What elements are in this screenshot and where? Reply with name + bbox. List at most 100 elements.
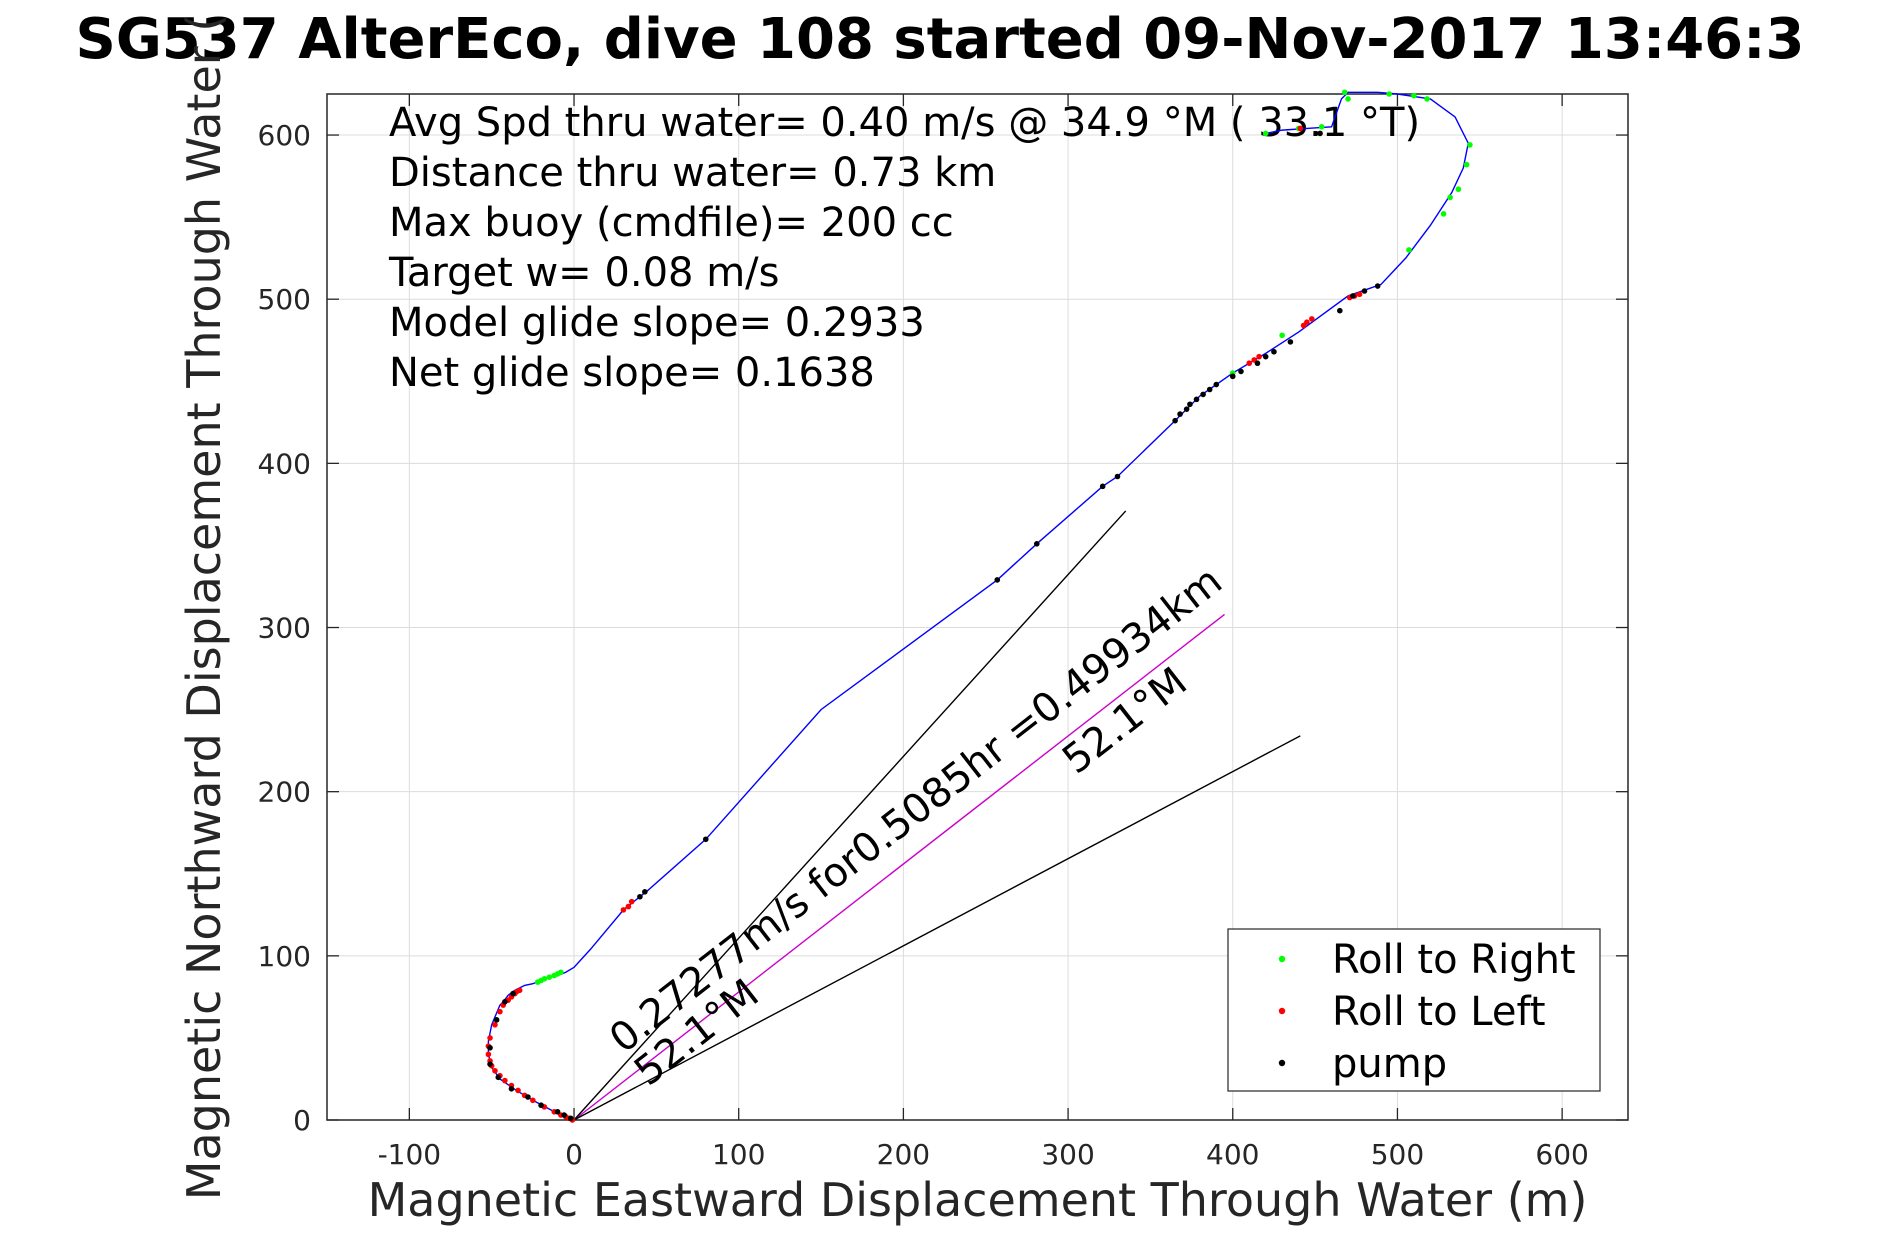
pump-point — [1193, 396, 1200, 403]
x-tick-label: 500 — [1371, 1138, 1424, 1171]
roll-to-right-point — [1455, 186, 1462, 193]
roll-to-right-point — [1440, 211, 1447, 217]
x-tick-label: 100 — [712, 1138, 765, 1171]
y-tick-label: 400 — [258, 447, 311, 480]
pump-point — [538, 1102, 544, 1109]
x-tick-label: 400 — [1206, 1138, 1259, 1171]
pump-point — [1238, 368, 1244, 375]
legend-marker — [1278, 955, 1286, 963]
roll-to-right-point — [1318, 124, 1325, 130]
legend-label: Roll to Left — [1332, 989, 1546, 1035]
roll-to-left-point — [1309, 316, 1315, 322]
roll-to-left-point — [487, 1035, 493, 1041]
pump-point — [510, 990, 516, 997]
roll-to-left-point — [516, 987, 523, 994]
roll-to-right-point — [1411, 92, 1417, 99]
pump-point — [1187, 401, 1193, 408]
annotation-line: Distance thru water= 0.73 km — [389, 150, 996, 196]
x-tick-label: -100 — [378, 1138, 442, 1171]
pump-point — [1350, 293, 1356, 299]
pump-point — [1099, 483, 1106, 490]
roll-to-left-point — [497, 1008, 503, 1015]
pump-point — [1229, 373, 1236, 380]
roll-to-right-point — [551, 972, 558, 979]
axis-ticks: -100 0 100 200 300 400 500 600 0 100 200 300 400 500 6… — [258, 94, 1628, 1171]
roll-to-right-point — [1262, 130, 1269, 137]
pump-point — [1206, 386, 1213, 393]
pump-point — [1254, 360, 1261, 367]
roll-to-left-point — [1246, 360, 1253, 367]
roll-to-right-point — [1424, 96, 1430, 102]
heading-line-1-line — [573, 510, 1127, 1121]
legend-label: Roll to Right — [1332, 937, 1576, 983]
pump-point — [487, 1061, 493, 1067]
y-axis-label: Magnetic Northward Displacement Through … — [177, 14, 231, 1200]
pump-point — [1337, 307, 1343, 314]
vector-labels: 0.27277m/s for0.5085hr =0.49934km52.1°M5… — [601, 558, 1230, 1095]
annotation-line: Model glide slope= 0.2933 — [389, 300, 925, 346]
pump-point — [554, 1108, 561, 1115]
roll-to-right-point — [1467, 142, 1473, 148]
grid — [327, 94, 1628, 1121]
pump-point — [1287, 339, 1294, 345]
roll-to-left-point — [492, 1067, 498, 1074]
annotation-line: Max buoy (cmdfile)= 200 cc — [389, 200, 954, 246]
x-axis-label: Magnetic Eastward Displacement Through W… — [368, 1173, 1588, 1227]
roll-to-right-point — [1447, 194, 1453, 201]
vector-label: 0.27277m/s for0.5085hr =0.49934km — [601, 558, 1230, 1062]
annotation-line: Net glide slope= 0.1638 — [389, 350, 875, 396]
pump-point — [1317, 130, 1323, 137]
legend-label: pump — [1332, 1041, 1447, 1087]
legend: Roll to Right Roll to Left pump — [1227, 928, 1601, 1092]
pump-point — [1271, 348, 1277, 355]
pump-point — [642, 889, 648, 895]
pump-point — [1033, 540, 1040, 547]
roll-to-left-point — [530, 1097, 536, 1104]
data-series — [485, 89, 1473, 1123]
annotation-line: Target w= 0.08 m/s — [388, 250, 779, 296]
roll-to-left-point — [492, 1021, 498, 1028]
roll-to-left-point — [502, 1077, 508, 1084]
x-tick-label: 200 — [877, 1138, 930, 1171]
roll-to-right-point — [534, 979, 541, 985]
y-tick-label: 300 — [258, 612, 311, 645]
pump-point — [637, 893, 643, 900]
pump-point — [1374, 283, 1381, 289]
axes-frame — [326, 93, 1629, 1121]
roll-to-right-point — [1406, 247, 1412, 253]
annotation-block: Avg Spd thru water= 0.40 m/s @ 34.9 °M (… — [388, 100, 1420, 396]
pump-point — [502, 999, 508, 1005]
y-tick-label: 600 — [258, 119, 311, 152]
roll-to-left-point — [485, 1051, 492, 1058]
pump-point — [1114, 473, 1121, 480]
roll-to-right-point — [1345, 96, 1351, 102]
roll-to-left-point — [628, 898, 635, 905]
roll-to-left-point — [620, 907, 627, 913]
legend-box — [1227, 928, 1601, 1092]
pump-point — [487, 1044, 493, 1051]
roll-to-right-point — [546, 974, 553, 980]
roll-to-left-point — [515, 1087, 521, 1094]
pump-point — [1172, 417, 1178, 424]
x-tick-label: 300 — [1041, 1138, 1094, 1171]
roll-to-right-point — [1341, 89, 1348, 96]
pump-point — [1200, 391, 1206, 398]
roll-to-right-point — [1386, 91, 1393, 97]
pump-point — [1361, 288, 1368, 294]
x-tick-label: 0 — [565, 1138, 583, 1171]
roll-to-left-point — [1356, 291, 1363, 298]
pump-point — [508, 1086, 515, 1092]
pump-point — [1262, 353, 1269, 360]
mean-current-vector-line — [573, 613, 1225, 1121]
roll-to-right-point — [1463, 161, 1470, 168]
pump-point — [1213, 381, 1220, 388]
legend-marker — [1278, 1007, 1286, 1015]
legend-marker — [1278, 1059, 1286, 1067]
annotation-line: Avg Spd thru water= 0.40 m/s @ 34.9 °M (… — [389, 100, 1420, 146]
roll-to-left-point — [625, 903, 632, 910]
heading-line-2-line — [573, 735, 1301, 1121]
y-tick-label: 100 — [258, 940, 311, 973]
y-tick-label: 500 — [258, 283, 311, 316]
pump-point — [567, 1115, 574, 1122]
